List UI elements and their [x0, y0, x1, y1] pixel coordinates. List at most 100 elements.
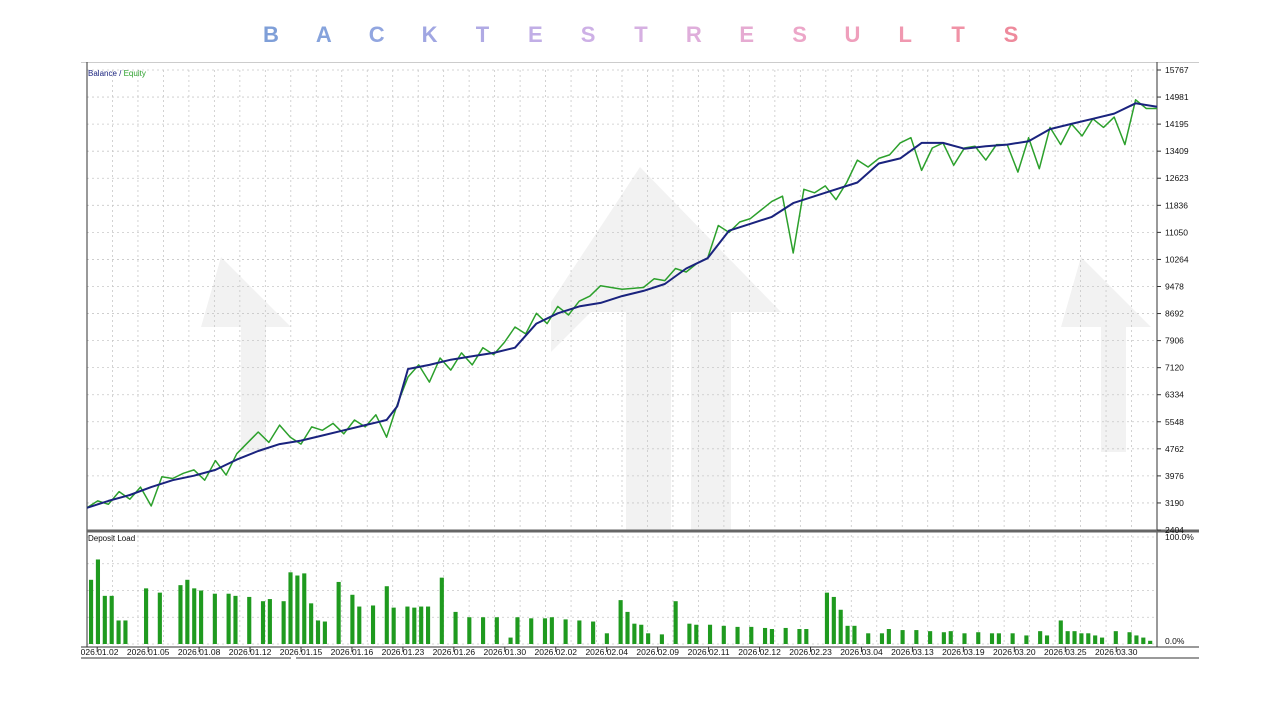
- deposit-bar: [646, 633, 651, 644]
- deposit-bar: [824, 592, 830, 644]
- deposit-bar: [591, 621, 596, 644]
- deposit-bar: [481, 617, 486, 644]
- deposit-bar: [1065, 631, 1070, 644]
- series-lines: [86, 99, 1158, 509]
- deposit-bar: [357, 606, 362, 644]
- title-letter: S: [580, 22, 596, 47]
- balance-line: [86, 102, 1158, 509]
- deposit-bar: [804, 629, 809, 644]
- deposit-bar: [233, 595, 238, 644]
- x-tick-label: 2026.02.23: [789, 647, 832, 657]
- x-tick-label: 2026.03.20: [993, 647, 1036, 657]
- deposit-bar: [199, 590, 204, 644]
- deposit-bar: [852, 625, 857, 644]
- deposit-bar: [625, 611, 630, 644]
- y-tick-label: 10264: [1165, 254, 1189, 264]
- deposit-bar: [1024, 635, 1029, 644]
- y-tick-label: 11050: [1165, 227, 1188, 237]
- x-tick-label: 2026.02.12: [738, 647, 781, 657]
- deposit-bar: [247, 596, 252, 644]
- x-tick-label: 2026.02.09: [636, 647, 679, 657]
- deposit-bar: [494, 617, 499, 644]
- deposit-bar: [370, 605, 376, 644]
- title-letter: K: [421, 22, 438, 47]
- deposit-bar: [467, 617, 472, 644]
- title-letter: E: [739, 22, 755, 47]
- deposit-bar: [109, 595, 114, 644]
- deposit-bar: [996, 633, 1001, 644]
- deposit-bar: [1141, 637, 1146, 644]
- legend-equity: Equity: [124, 69, 146, 78]
- deposit-bar: [95, 559, 101, 644]
- x-tick-label: 2026.01.16: [331, 647, 374, 657]
- deposit-bar: [1058, 620, 1063, 644]
- backtest-chart: 15767 14981 14195 13409 12623 11836 11050 10264…: [81, 62, 1199, 659]
- deposit-bar: [89, 579, 94, 644]
- deposit-bar: [879, 633, 885, 644]
- x-tick-label: 2026.03.13: [891, 647, 934, 657]
- legend-separator: /: [117, 69, 124, 78]
- deposit-bar: [350, 594, 355, 644]
- title-letter: A: [315, 22, 332, 47]
- y-tick-label: 3976: [1165, 471, 1184, 481]
- deposit-bar: [618, 600, 623, 644]
- deposit-bar: [453, 611, 458, 644]
- deposit-bar: [226, 593, 231, 644]
- deposit-bar: [838, 609, 843, 644]
- title-letter: C: [368, 22, 385, 47]
- deposit-bar: [192, 588, 197, 644]
- bar-y-tick-label: 100.0%: [1165, 532, 1194, 542]
- deposit-bar: [309, 603, 314, 644]
- deposit-bar: [412, 607, 417, 644]
- x-tick-label: 2026.02.11: [688, 647, 730, 657]
- deposit-bar: [1099, 637, 1105, 644]
- deposit-bar: [604, 633, 609, 644]
- deposit-bar: [1134, 635, 1139, 644]
- chart-frame: 15767 14981 14195 13409 12623 11836 11050 10264…: [81, 62, 1199, 659]
- axis-labels: 15767 14981 14195 13409 12623 11836 11050 10264…: [81, 65, 1194, 657]
- deposit-bar: [659, 634, 664, 644]
- title-letter: L: [898, 22, 912, 47]
- y-tick-label: 9478: [1165, 281, 1184, 291]
- title-letter: B: [263, 22, 279, 47]
- deposit-bar: [391, 607, 396, 644]
- y-tick-label: 7120: [1165, 363, 1184, 373]
- deposit-bar: [419, 606, 424, 644]
- legend: Balance / Equity: [88, 69, 146, 78]
- deposit-bar: [900, 630, 905, 644]
- deposit-load-label: Deposit Load: [88, 534, 135, 543]
- title-letter: T: [634, 22, 648, 47]
- deposit-bar: [1093, 635, 1098, 644]
- deposit-bar: [1079, 633, 1084, 644]
- deposit-bar: [1010, 633, 1015, 644]
- deposit-bar: [336, 581, 341, 644]
- deposit-bar: [384, 586, 389, 644]
- deposit-bar: [102, 595, 107, 644]
- deposit-bar: [157, 592, 162, 644]
- deposit-bar: [123, 620, 128, 644]
- deposit-bar: [144, 588, 149, 644]
- x-tick-label: 2026.01.30: [484, 647, 527, 657]
- y-tick-label: 7906: [1165, 336, 1184, 346]
- deposit-bar: [1086, 633, 1091, 644]
- x-tick-label: 2026.03.04: [840, 647, 883, 657]
- deposit-bar: [1044, 635, 1050, 644]
- deposit-bar: [577, 620, 582, 644]
- deposit-bar: [783, 627, 788, 644]
- deposit-bar: [749, 626, 754, 644]
- title-letter: T: [951, 22, 965, 47]
- deposit-bar: [425, 606, 431, 644]
- deposit-bar: [673, 601, 678, 644]
- y-tick-label: 13409: [1165, 146, 1189, 156]
- deposit-bar: [735, 626, 740, 644]
- deposit-bar: [1113, 631, 1118, 644]
- deposit-bar: [948, 631, 953, 644]
- deposit-bars: [89, 559, 1153, 644]
- x-tick-label: 2026.01.12: [229, 647, 272, 657]
- deposit-bar: [866, 633, 871, 644]
- y-tick-label: 3190: [1165, 498, 1184, 508]
- deposit-bar: [762, 627, 768, 644]
- deposit-bar: [405, 606, 410, 644]
- title-letter: U: [844, 22, 861, 47]
- deposit-bar: [267, 599, 272, 644]
